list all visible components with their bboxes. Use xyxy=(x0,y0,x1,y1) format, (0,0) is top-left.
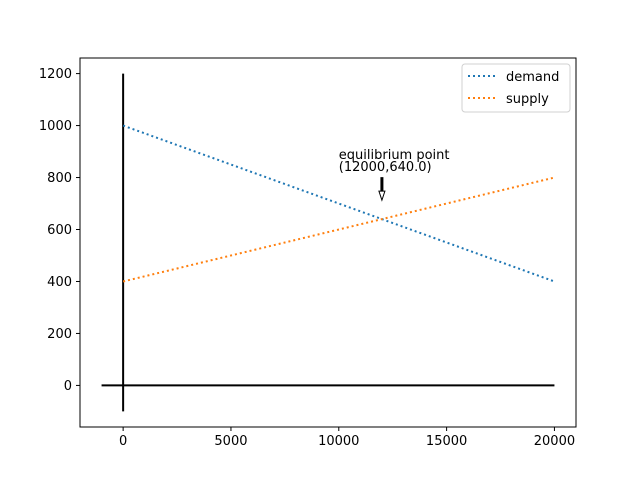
x-tick-label: 15000 xyxy=(426,434,467,449)
x-tick-label: 0 xyxy=(119,434,127,449)
legend-label-demand: demand xyxy=(506,70,559,85)
legend-label-supply: supply xyxy=(506,92,549,107)
x-tick-label: 5000 xyxy=(214,434,247,449)
y-tick-label: 600 xyxy=(47,223,72,238)
series-line-demand xyxy=(122,124,555,283)
plot-area xyxy=(79,57,577,428)
annotation-arrow-head xyxy=(378,190,386,202)
y-tick-label: 200 xyxy=(47,327,72,342)
y-tick-label: 1200 xyxy=(39,67,72,82)
annotation-line1: equilibrium point xyxy=(339,148,450,163)
annotation-line2: (12000,640.0) xyxy=(339,160,432,175)
series-line-supply xyxy=(122,176,555,283)
legend: demand supply xyxy=(461,63,571,113)
x-tick-label: 20000 xyxy=(534,434,575,449)
y-tick-label: 400 xyxy=(47,275,72,290)
x-tick-label: 10000 xyxy=(318,434,359,449)
y-tick-label: 800 xyxy=(47,171,72,186)
y-tick-label: 0 xyxy=(64,379,72,394)
y-tick-label: 1000 xyxy=(39,119,72,134)
